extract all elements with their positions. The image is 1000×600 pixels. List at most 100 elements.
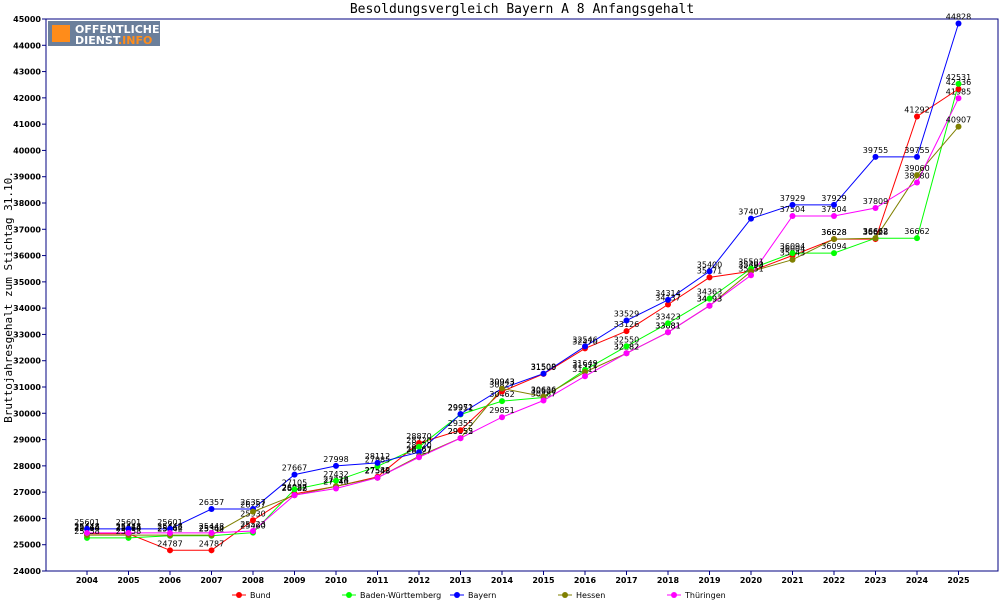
data-label: 27985	[365, 455, 390, 464]
data-point	[831, 236, 837, 243]
data-point	[250, 517, 256, 524]
data-point	[374, 459, 381, 466]
series-line-1	[87, 83, 959, 539]
data-point	[914, 153, 920, 160]
data-point	[582, 343, 588, 350]
data-label: 36628	[863, 228, 888, 237]
data-label: 29952	[448, 404, 473, 413]
y-tick-label: 24000	[13, 567, 41, 576]
x-tick-label: 2017	[615, 576, 637, 585]
data-label: 32470	[572, 337, 597, 346]
data-point	[540, 370, 547, 377]
data-point	[457, 435, 464, 442]
data-point	[84, 529, 90, 536]
data-label: 26357	[199, 498, 224, 507]
legend-swatch-marker	[346, 592, 352, 598]
data-point	[623, 350, 630, 357]
data-point	[208, 547, 215, 554]
data-label: 24787	[199, 539, 224, 548]
data-point	[748, 215, 754, 222]
data-point	[872, 205, 879, 212]
data-point	[706, 302, 713, 309]
y-tick-label: 45000	[13, 15, 41, 24]
data-label: 35393	[738, 261, 763, 270]
data-label: 42531	[946, 73, 971, 82]
logo-line1: OFFENTLICHER	[75, 23, 168, 36]
data-label: 27582	[365, 466, 390, 475]
data-label: 30600	[531, 387, 556, 396]
data-point	[457, 411, 464, 418]
y-tick-label: 30000	[13, 409, 41, 418]
data-label: 25601	[116, 518, 141, 527]
data-point	[333, 462, 339, 469]
data-point	[665, 301, 671, 308]
data-label: 24787	[157, 539, 182, 548]
legend: Bund Baden-Württemberg Bayern Hessen Thüring…	[232, 591, 726, 600]
data-point	[955, 86, 962, 93]
data-point	[333, 485, 339, 492]
x-tick-label: 2023	[864, 576, 886, 585]
data-label: 36094	[821, 242, 846, 251]
data-label: 27548	[365, 467, 390, 476]
data-point	[665, 296, 671, 303]
y-tick-label: 31000	[13, 383, 41, 392]
data-point	[208, 506, 215, 513]
data-point	[914, 179, 920, 186]
data-label: 33126	[614, 320, 639, 329]
data-label: 30636	[531, 386, 556, 395]
legend-swatch-marker	[671, 592, 677, 598]
data-label: 29851	[489, 406, 514, 415]
x-tick-label: 2016	[574, 576, 597, 585]
data-label: 30943	[489, 377, 514, 386]
data-point	[499, 385, 505, 392]
y-tick-label: 42000	[13, 94, 41, 103]
data-label: 44828	[946, 13, 971, 22]
data-label: 35400	[697, 260, 722, 269]
data-label: 25364	[199, 524, 224, 533]
data-point	[955, 80, 962, 87]
data-point	[789, 213, 796, 220]
data-label: 41292	[904, 105, 929, 114]
data-label: 30827	[489, 381, 514, 390]
x-tick-label: 2024	[906, 576, 929, 585]
y-tick-label: 28000	[13, 462, 41, 471]
data-label: 31649	[572, 359, 597, 368]
data-label: 30943	[489, 377, 514, 386]
series-line-3	[87, 126, 959, 536]
y-axis-label: Bruttojahresgehalt zum Stichtag 31.10.	[2, 171, 15, 423]
series-line-4	[87, 98, 959, 534]
data-point	[706, 295, 713, 302]
data-label: 34314	[655, 289, 680, 298]
data-point	[789, 201, 796, 208]
data-point	[914, 172, 920, 179]
data-point	[872, 235, 879, 242]
data-label: 37504	[821, 205, 846, 214]
data-label: 25601	[157, 518, 182, 527]
data-point	[831, 213, 837, 220]
data-label: 39060	[904, 164, 929, 173]
axes: 24000 25000 26000 27000 28000 29000 30000 31000…	[13, 15, 999, 585]
data-point	[789, 256, 796, 263]
x-tick-label: 2006	[159, 576, 182, 585]
data-point	[291, 492, 298, 499]
data-label: 35501	[738, 258, 763, 267]
data-label: 37504	[780, 205, 805, 214]
data-label: 37929	[780, 194, 805, 203]
data-point	[623, 328, 630, 335]
legend-swatch-marker	[236, 592, 242, 598]
data-label: 30462	[489, 390, 514, 399]
x-tick-label: 2005	[117, 576, 140, 585]
y-tick-label: 37000	[13, 225, 41, 234]
data-point	[955, 95, 962, 102]
data-label: 36004	[780, 244, 805, 253]
data-point	[706, 268, 713, 275]
legend-swatch-marker	[562, 592, 568, 598]
data-point	[831, 201, 837, 208]
x-tick-label: 2013	[449, 576, 471, 585]
y-tick-label: 38000	[13, 199, 41, 208]
data-point	[250, 508, 256, 515]
data-point	[291, 471, 298, 478]
data-label: 28870	[406, 432, 431, 441]
data-point	[665, 329, 671, 336]
data-point	[748, 272, 754, 279]
